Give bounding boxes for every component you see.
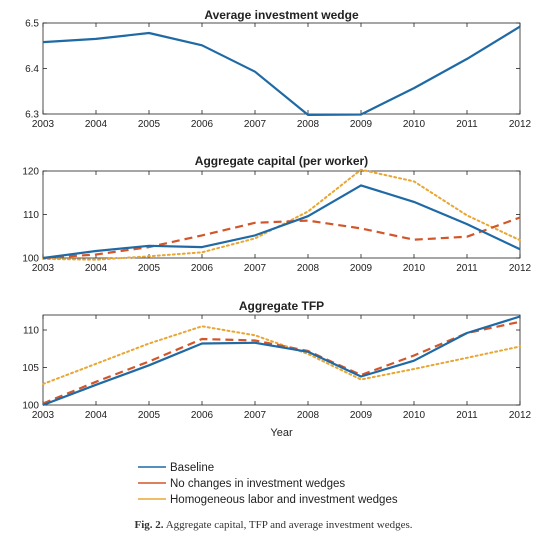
y-tick-label: 100 (22, 401, 39, 412)
x-tick-label: 2012 (509, 119, 532, 130)
series-line-homogeneous (42, 325, 521, 385)
x-tick-label: 2005 (138, 119, 161, 130)
x-tick-label: 2006 (191, 119, 214, 130)
x-tick-label: 2005 (138, 410, 161, 421)
x-tick-label: 2007 (244, 263, 267, 274)
caption-label: Fig. 2. (134, 519, 164, 531)
x-tick-label: 2005 (138, 263, 161, 274)
y-tick-label: 6.3 (25, 110, 39, 121)
x-tick-label: 2004 (85, 263, 108, 274)
x-tick-label: 2008 (297, 119, 320, 130)
x-tick-label: 2004 (85, 410, 108, 421)
legend-box (135, 456, 429, 513)
chart-panel-2 (42, 168, 521, 261)
x-tick-label: 2006 (191, 263, 214, 274)
series-line-no_changes (42, 320, 521, 405)
series-line-no_changes (42, 216, 521, 260)
y-tick-label: 6.5 (25, 19, 39, 30)
x-tick-label: 2004 (85, 119, 108, 130)
legend (135, 456, 429, 513)
x-tick-label: 2010 (403, 119, 426, 130)
chart-panel-1 (42, 22, 521, 117)
series-line-baseline (42, 25, 521, 117)
x-tick-label: 2009 (350, 410, 373, 421)
y-tick-label: 6.4 (25, 64, 39, 75)
x-tick-label: 2011 (456, 263, 478, 274)
legend-label: Baseline (170, 462, 214, 474)
x-tick-label: 2012 (509, 263, 532, 274)
plot-area-frame (42, 170, 521, 259)
figure-caption: Fig. 2. Aggregate capital, TFP and avera… (0, 519, 547, 531)
y-tick-label: 110 (23, 210, 39, 221)
chart-title: Average investment wedge (204, 8, 359, 22)
plot-area-frame (42, 314, 521, 406)
x-tick-label: 2006 (191, 410, 214, 421)
chart-title: Aggregate TFP (239, 299, 324, 313)
y-tick-label: 100 (22, 254, 39, 265)
legend-label: No changes in investment wedges (170, 478, 345, 490)
x-tick-label: 2007 (244, 410, 267, 421)
x-tick-label: 2010 (403, 263, 426, 274)
x-tick-label: 2003 (32, 263, 55, 274)
series-line-baseline (42, 315, 521, 407)
x-tick-label: 2003 (32, 410, 55, 421)
chart-title: Aggregate capital (per worker) (195, 154, 368, 168)
x-tick-label: 2011 (456, 410, 478, 421)
x-tick-label: 2008 (297, 263, 320, 274)
x-tick-label: 2012 (509, 410, 532, 421)
x-tick-label: 2008 (297, 410, 320, 421)
series-line-homogeneous (42, 168, 521, 261)
series-line-baseline (42, 184, 521, 260)
y-tick-label: 105 (22, 363, 39, 374)
legend-label: Homogeneous labor and investment wedges (170, 494, 398, 506)
chart-panel-3 (42, 314, 521, 407)
x-tick-label: 2007 (244, 119, 267, 130)
x-tick-label: 2011 (456, 119, 478, 130)
x-tick-label: 2009 (350, 119, 373, 130)
x-tick-label: 2009 (350, 263, 373, 274)
x-tick-label: 2010 (403, 410, 426, 421)
caption-text: Aggregate capital, TFP and average inves… (165, 519, 413, 531)
y-tick-label: 110 (23, 326, 39, 337)
x-tick-label: 2003 (32, 119, 55, 130)
x-axis-label: Year (270, 427, 293, 439)
y-tick-label: 120 (22, 167, 39, 178)
